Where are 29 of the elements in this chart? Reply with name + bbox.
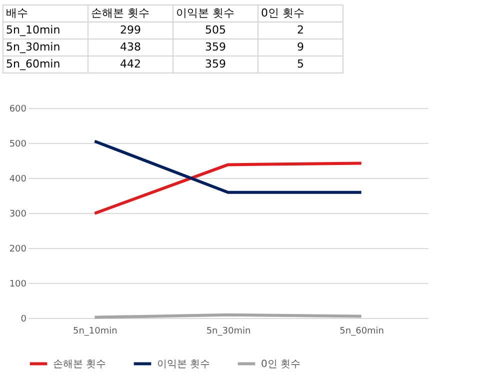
data-label: 438 [120,40,141,54]
x-tick-label: 5n_30min [206,326,251,336]
y-tick-label: 600 [9,104,27,114]
y-tick-label: 400 [9,174,27,184]
y-tick-label: 500 [9,140,27,150]
x-tick-label: 이익본 횟수 [176,6,234,20]
legend-label: 손해본 횟수 [53,358,106,370]
y-tick-label: 0 [20,314,27,324]
y-tick-label: 200 [9,244,27,254]
data-label: 2 [297,24,304,36]
text: 배수 [6,6,28,20]
data-label: 442 [120,58,141,70]
data-label: 299 [120,24,141,36]
x-tick-label: 손해본 횟수 [91,6,150,20]
y-tick-label: 300 [9,210,27,220]
x-tick-label: 5n_10min [72,326,118,336]
y-tick-label: 5n_30min [6,40,60,54]
y-tick-label: 5n_60min [6,58,60,70]
data-label: 359 [205,40,226,54]
data-label: 505 [205,24,226,36]
legend-label: 이익본 횟수 [157,358,210,370]
legend-label: 0인 횟수 [261,358,301,370]
data-label: 5 [297,58,304,70]
x-tick-label: 5n_60min [340,326,384,336]
data-label: 9 [297,40,304,54]
y-tick-label: 5n_10min [6,24,60,36]
x-tick-label: 0인 횟수 [261,6,304,20]
data-label: 359 [205,58,226,70]
y-tick-label: 100 [9,280,27,290]
